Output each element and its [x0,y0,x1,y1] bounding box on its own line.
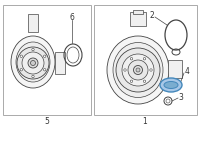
Bar [3,5,91,115]
Text: 1: 1 [143,117,147,127]
Ellipse shape [107,36,169,104]
Ellipse shape [11,36,55,88]
Circle shape [43,69,46,71]
Bar [168,60,182,78]
Text: 4: 4 [185,66,189,76]
Circle shape [150,69,152,71]
Circle shape [116,48,160,92]
Circle shape [124,69,126,71]
Bar [130,12,146,26]
Ellipse shape [113,42,163,97]
Circle shape [134,66,142,75]
Circle shape [143,57,146,60]
Circle shape [32,48,34,51]
Circle shape [130,80,133,82]
Text: 3: 3 [179,93,183,102]
Circle shape [122,54,154,86]
Circle shape [32,75,34,78]
Circle shape [30,61,36,66]
Bar [94,5,197,115]
Circle shape [143,80,146,82]
Circle shape [20,69,23,71]
Circle shape [130,57,133,60]
Circle shape [136,68,140,72]
Ellipse shape [160,78,182,92]
Ellipse shape [164,81,178,88]
Circle shape [128,60,148,80]
Text: 2: 2 [150,10,154,20]
Circle shape [43,55,46,57]
Circle shape [28,58,38,68]
Ellipse shape [16,42,50,82]
Bar [55,52,65,74]
Text: 6: 6 [70,12,74,21]
Text: 5: 5 [45,117,49,127]
Circle shape [22,52,44,74]
Circle shape [20,55,23,57]
Bar [133,10,143,14]
Bar [28,14,38,32]
Circle shape [17,47,49,79]
